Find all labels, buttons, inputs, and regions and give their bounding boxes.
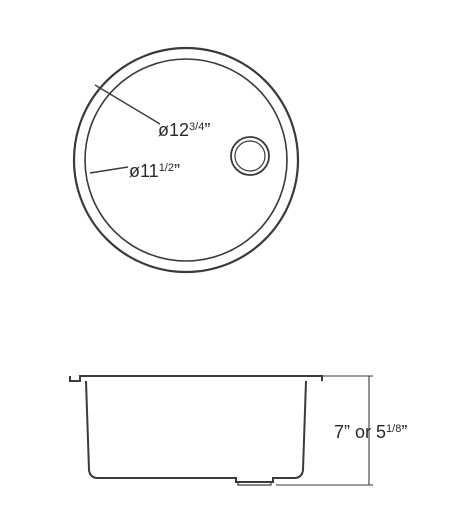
side-view: 7” or 51/8” — [69, 375, 407, 486]
drain-stub — [237, 482, 272, 486]
outer-rim-circle — [72, 46, 300, 274]
drain-outer-ring — [230, 136, 270, 176]
depth-label: 7” or 51/8” — [334, 422, 407, 442]
sink-rim-flange — [69, 375, 323, 382]
outer-diameter-leader — [94, 84, 161, 125]
top-view: ø123/4” ø111/2” — [72, 46, 300, 274]
inner-diameter-symbol: ø — [129, 161, 140, 181]
inner-diameter-leader — [89, 166, 129, 174]
depth-joiner: or — [355, 422, 371, 442]
bowl-circle — [84, 58, 288, 262]
sink-bowl-profile — [85, 380, 307, 483]
drain-inner-ring — [234, 140, 266, 172]
outer-diameter-fraction: 3/4 — [189, 121, 204, 133]
outer-diameter-whole: 12 — [169, 120, 189, 140]
depth-second-fraction: 1/8 — [386, 423, 401, 435]
depth-second-whole: 5 — [376, 422, 386, 442]
inner-diameter-whole: 11 — [140, 161, 159, 181]
outer-diameter-unit: ” — [204, 120, 210, 140]
drain-hole — [230, 136, 270, 176]
inner-diameter-label: ø111/2” — [129, 161, 180, 181]
depth-second-unit: ” — [401, 422, 407, 442]
outer-diameter-label: ø123/4” — [158, 120, 210, 140]
outer-diameter-symbol: ø — [158, 120, 169, 140]
depth-first-value: 7” — [334, 422, 350, 442]
inner-diameter-unit: ” — [174, 161, 180, 181]
inner-diameter-fraction: 1/2 — [159, 162, 174, 174]
